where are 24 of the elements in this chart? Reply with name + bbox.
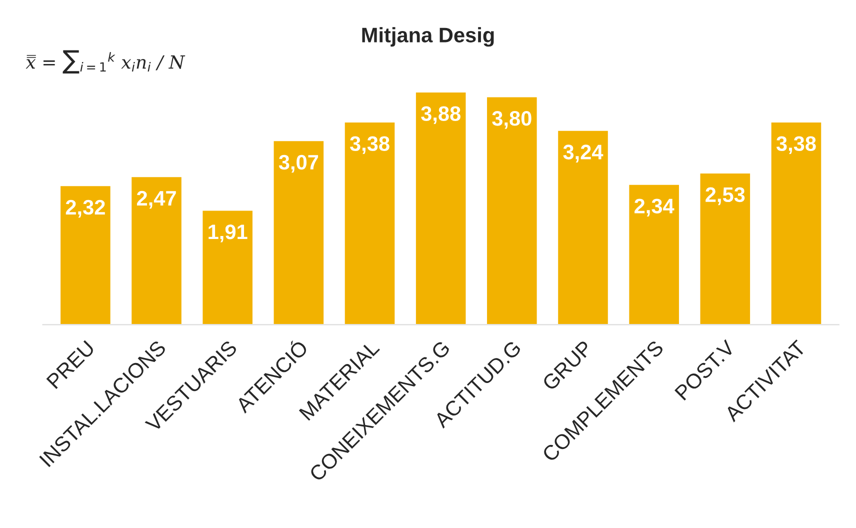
bar: [201, 209, 254, 325]
data-label: 2,47: [136, 190, 176, 209]
text: x̿ = ∑$_{i=1}$$^{k}$ x$_{i}$n$_{i}$ / N: [26, 50, 186, 74]
data-label: 3,88: [421, 106, 460, 124]
bar: [130, 176, 183, 325]
bar: [698, 172, 752, 325]
bar: [770, 121, 823, 325]
data-label: 2,32: [66, 200, 105, 218]
bar: [556, 130, 610, 325]
bar: [272, 140, 325, 325]
data-label: 3,38: [776, 136, 816, 154]
chart-title: Mitjana Desig: [362, 27, 494, 47]
data-label: 2,53: [706, 187, 745, 206]
data-label: 3,07: [278, 154, 318, 173]
bar: [343, 121, 396, 325]
bar: [486, 96, 538, 325]
data-label: 3,38: [350, 136, 390, 154]
data-label: 3,24: [563, 144, 604, 162]
bar: [414, 91, 468, 325]
data-label: 3,80: [492, 111, 532, 129]
bar: [59, 184, 112, 325]
bar: [628, 184, 680, 325]
data-label: 2,34: [634, 198, 674, 216]
data-label: 1,91: [208, 224, 248, 242]
